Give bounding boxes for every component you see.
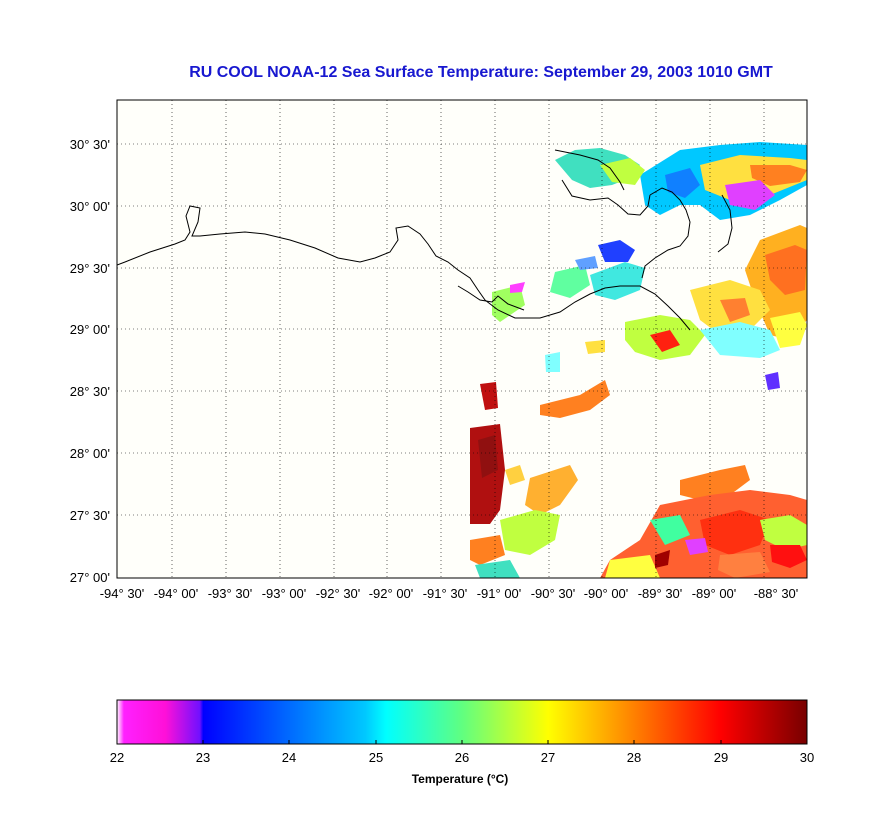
colorbar-label: 28 bbox=[626, 750, 642, 765]
colorbar-label: 30 bbox=[799, 750, 815, 765]
lon-tick-label: -90° 30' bbox=[531, 586, 576, 601]
colorbar bbox=[116, 699, 808, 745]
lat-tick-label: 30° 30' bbox=[70, 137, 110, 152]
lon-tick-label: -93° 00' bbox=[262, 586, 307, 601]
colorbar-ticks bbox=[202, 740, 722, 744]
lon-tick-label: -89° 30' bbox=[638, 586, 683, 601]
lon-axis: -94° 30' -94° 00' -93° 30' -93° 00' -92°… bbox=[100, 586, 799, 601]
lon-tick-label: -94° 00' bbox=[154, 586, 199, 601]
lon-tick-label: -93° 30' bbox=[208, 586, 253, 601]
colorbar-label: 22 bbox=[109, 750, 125, 765]
lon-tick-label: -91° 30' bbox=[423, 586, 468, 601]
lon-tick-label: -88° 30' bbox=[754, 586, 799, 601]
lon-tick-label: -90° 00' bbox=[584, 586, 629, 601]
graticule bbox=[117, 100, 807, 578]
lat-tick-label: 30° 00' bbox=[70, 199, 110, 214]
coastline bbox=[117, 149, 733, 331]
lat-tick-label: 27° 30' bbox=[70, 508, 110, 523]
lat-tick-label: 28° 00' bbox=[70, 446, 110, 461]
sst-data-layer bbox=[470, 142, 807, 578]
lon-tick-label: -92° 00' bbox=[369, 586, 414, 601]
lat-tick-label: 29° 00' bbox=[70, 322, 110, 337]
lat-axis: 30° 30' 30° 00' 29° 30' 29° 00' 28° 30' … bbox=[70, 137, 110, 585]
map-title: RU COOL NOAA-12 Sea Surface Temperature:… bbox=[189, 64, 773, 81]
colorbar-label: 25 bbox=[368, 750, 384, 765]
colorbar-label: 24 bbox=[281, 750, 297, 765]
lon-tick-label: -89° 00' bbox=[692, 586, 737, 601]
colorbar-label: 27 bbox=[540, 750, 556, 765]
lon-tick-label: -91° 00' bbox=[477, 586, 522, 601]
lat-tick-label: 29° 30' bbox=[70, 261, 110, 276]
colorbar-title: Temperature (°C) bbox=[411, 772, 509, 786]
colorbar-label: 26 bbox=[454, 750, 470, 765]
lon-tick-label: -94° 30' bbox=[100, 586, 145, 601]
lon-tick-label: -92° 30' bbox=[316, 586, 361, 601]
lat-tick-label: 28° 30' bbox=[70, 384, 110, 399]
colorbar-label: 29 bbox=[713, 750, 729, 765]
colorbar-label: 23 bbox=[195, 750, 211, 765]
lat-tick-label: 27° 00' bbox=[70, 570, 110, 585]
